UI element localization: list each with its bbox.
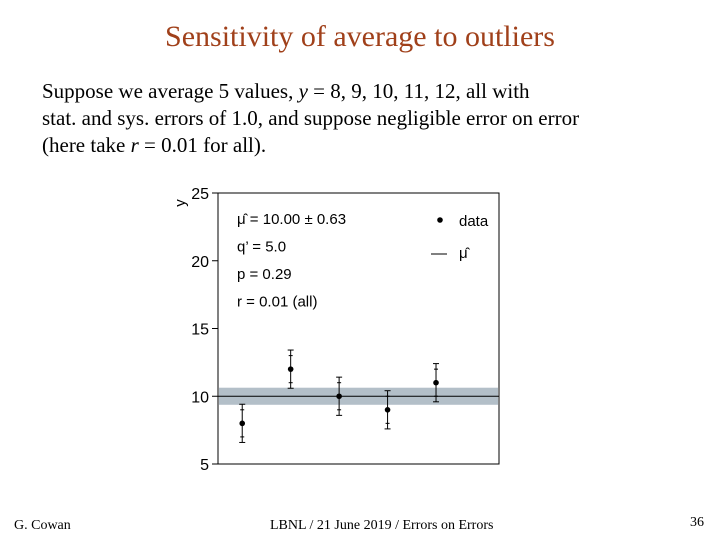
fit-annotation: r = 0.01 (all) [237, 294, 317, 311]
body-text-part: y [298, 79, 308, 103]
body-line-3: (here take r = 0.01 for all). [42, 132, 692, 159]
body-text-part: r [130, 133, 139, 157]
data-point [384, 407, 391, 413]
data-point [336, 393, 342, 400]
footer-center: LBNL / 21 June 2019 / Errors on Errors [270, 518, 494, 533]
data-point [239, 420, 246, 427]
legend-label-mean: μ̂ [459, 245, 471, 262]
legend-point-symbol [437, 217, 443, 223]
body-text-part: Suppose we average 5 values, [42, 79, 299, 103]
data-point [433, 379, 439, 386]
fit-annotation: p = 0.29 [237, 266, 292, 283]
plot-frame [217, 192, 500, 465]
y-tick-label: 25 [191, 186, 209, 203]
footer-author: G. Cowan [14, 518, 71, 533]
y-tick-label: 15 [191, 322, 209, 339]
body-line-2: stat. and sys. errors of 1.0, and suppos… [42, 105, 692, 132]
fit-annotation: q’ = 5.0 [237, 239, 286, 256]
y-tick-label: 5 [200, 457, 209, 474]
legend-label-data: data [459, 213, 489, 230]
y-tick-label: 20 [191, 254, 209, 271]
body-text-part: = 0.01 for all). [138, 133, 267, 157]
slide-title: Sensitivity of average to outliers [165, 20, 555, 53]
body-text-part: (here take [42, 133, 131, 157]
slide-body-text: Suppose we average 5 values, y = 8, 9, 1… [42, 78, 692, 159]
fit-annotation: μ̂ = 10.00 ± 0.63 [237, 211, 346, 228]
body-text-part: stat. and sys. errors of 1.0, and suppos… [42, 106, 580, 130]
y-axis-label: y [172, 199, 189, 207]
data-point [287, 366, 294, 372]
body-text-part: = 8, 9, 10, 11, 12, all with [307, 79, 530, 103]
page-number: 36 [690, 515, 704, 530]
body-line-1: Suppose we average 5 values, y = 8, 9, 1… [42, 78, 692, 105]
y-tick-label: 10 [191, 389, 209, 406]
